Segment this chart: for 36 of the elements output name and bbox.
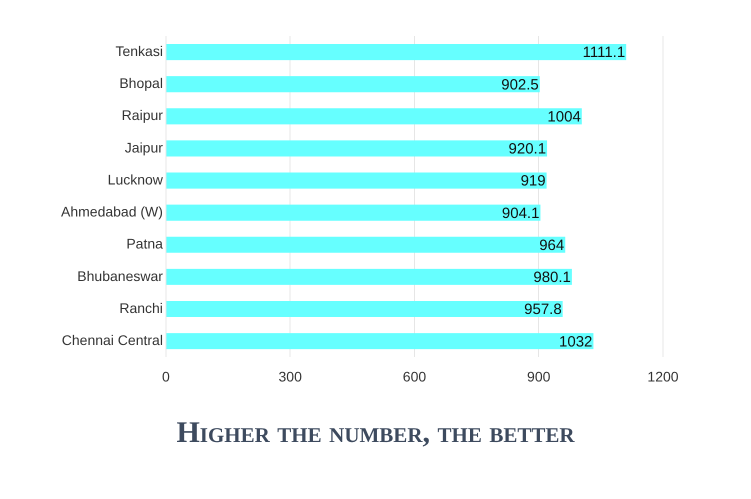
data-label: 1004 bbox=[547, 108, 581, 126]
x-tick-label: 900 bbox=[527, 368, 551, 384]
x-tick-label: 0 bbox=[162, 368, 170, 384]
y-tick-label: Raipur bbox=[122, 107, 164, 124]
x-tick-label: 600 bbox=[402, 368, 426, 384]
data-label: 902.5 bbox=[501, 76, 539, 94]
data-label: 964 bbox=[539, 236, 564, 254]
bar bbox=[166, 76, 540, 92]
bar bbox=[166, 300, 563, 318]
data-label: 920.1 bbox=[508, 140, 546, 158]
data-label: 1032 bbox=[559, 333, 592, 350]
y-tick-label: Ahmedabad (W) bbox=[60, 204, 163, 220]
bar bbox=[166, 172, 547, 189]
bar bbox=[166, 236, 566, 253]
y-tick-label: Jaipur bbox=[124, 139, 164, 156]
y-tick-label: Lucknow bbox=[108, 171, 164, 188]
data-label: 1111.1 bbox=[582, 44, 626, 62]
y-tick-label: Bhubaneswar bbox=[77, 268, 164, 284]
x-tick-label: 300 bbox=[278, 368, 302, 384]
x-tick-label: 1200 bbox=[647, 368, 679, 384]
data-label: 904.1 bbox=[502, 204, 540, 222]
data-label: 919 bbox=[520, 172, 546, 190]
data-label: 957.8 bbox=[524, 301, 562, 318]
y-tick-label: Bhopal bbox=[119, 75, 163, 92]
data-label: 980.1 bbox=[533, 269, 571, 286]
bar bbox=[166, 108, 582, 124]
y-tick-label: Chennai Central bbox=[62, 332, 163, 348]
bar bbox=[166, 333, 594, 350]
y-tick-label: Patna bbox=[126, 236, 164, 252]
bar bbox=[166, 44, 626, 60]
y-tick-label: Ranchi bbox=[119, 300, 163, 316]
bar bbox=[166, 140, 548, 156]
text: Higher the number, the better bbox=[175, 416, 576, 450]
y-tick-label: Tenkasi bbox=[115, 42, 163, 59]
bar bbox=[166, 204, 540, 221]
bar bbox=[166, 268, 572, 285]
